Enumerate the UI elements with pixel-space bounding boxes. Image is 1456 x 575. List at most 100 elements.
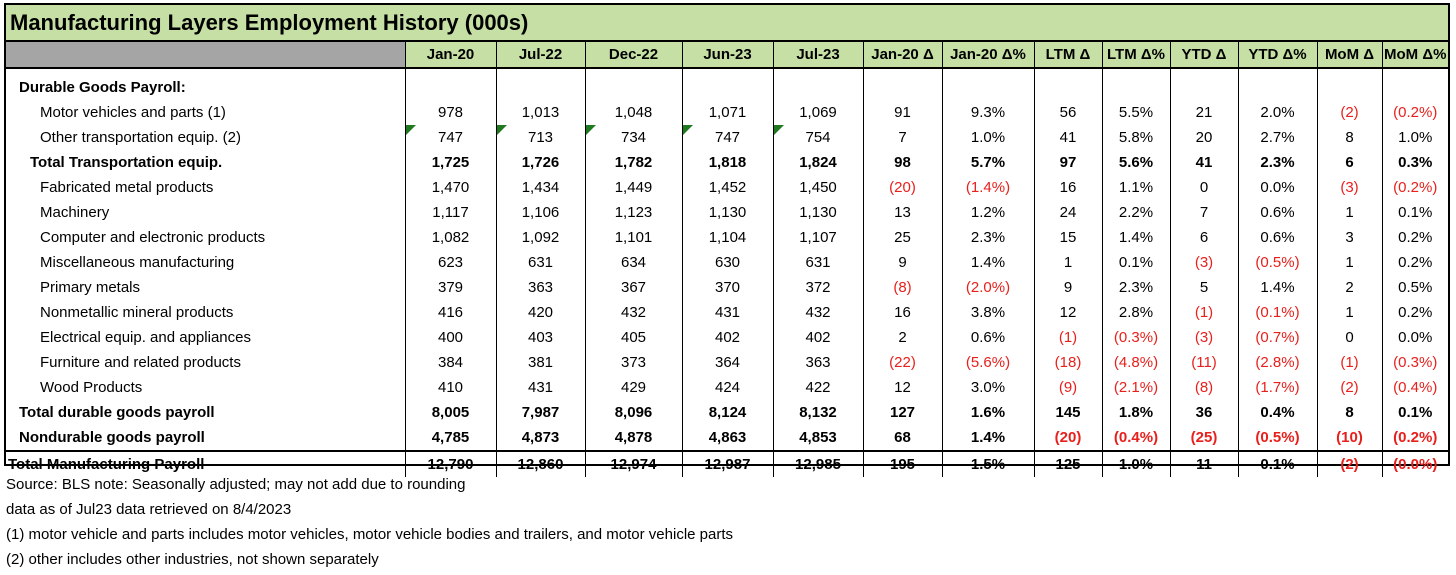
table-cell: 1,092 [495,225,585,250]
cell-value: 91 [894,104,911,121]
cell-value: 127 [889,404,916,421]
table-cell: 431 [681,300,773,325]
table-cell: 1 [1316,300,1382,325]
cell-value: 3 [1345,229,1354,246]
cell-value: 4,785 [431,429,470,446]
table-cell: 372 [772,275,863,300]
cell-value: 1.2% [970,204,1006,221]
cell-value: (1) [1340,354,1359,371]
table-cell: (0.2%) [1381,175,1448,200]
table-cell: 400 [404,325,496,350]
cell-value: 8,005 [431,404,470,421]
cell-value: 1,470 [431,179,470,196]
table-cell: 3.8% [941,300,1034,325]
cell-value: 0.5% [1398,279,1433,296]
cell-value: 379 [437,279,464,296]
cell-value: (2) [1340,104,1359,121]
row-label: Other transportation equip. (2) [40,129,241,146]
table-cell: 1 [1316,200,1382,225]
table-cell: 13 [862,200,942,225]
table-cell: (18) [1033,350,1102,375]
cell-value: (5.6%) [965,354,1011,371]
cell-value: 56 [1059,104,1077,121]
cell-value: 1.4% [970,429,1006,446]
cell-value: (0.5%) [1255,254,1300,271]
cell-value: 1,782 [614,154,653,171]
cell-value: 1.5% [970,456,1006,473]
table-cell: 1.1% [1101,175,1170,200]
cell-value: 145 [1055,404,1081,421]
cell-value: 0.2% [1398,229,1433,246]
table-cell: (2.1%) [1101,375,1170,400]
cell-value: (18) [1054,354,1082,371]
table-cell: 98 [862,150,942,175]
cell-value: 0.4% [1260,404,1295,421]
col-header-jul-23: Jul-23 [772,42,863,69]
error-indicator-icon [773,125,784,135]
table-cell: 4,853 [772,425,863,451]
cell-value: 747 [437,129,464,146]
cell-value: 20 [1195,129,1213,146]
table-row: Fabricated metal products 1,470 1,434 1,449… [6,175,1448,200]
cell-value: 1 [1345,254,1354,271]
cell-value: 9 [898,254,907,271]
row-label: Wood Products [40,379,143,396]
cell-value: 1,130 [708,204,747,221]
cell-value: 0.1% [1118,254,1154,271]
table-cell: 2.0% [1237,100,1317,125]
cell-value: 0.3% [1398,154,1433,171]
cell-value: 4,873 [521,429,560,446]
cell-value: 1,130 [799,204,837,221]
cell-value: 1,082 [431,229,470,246]
table-cell: 1,782 [584,150,682,175]
table-cell: 0 [1169,175,1238,200]
table-cell: 424 [681,375,773,400]
cell-value: 422 [805,379,831,396]
table-cell: (1.4%) [941,175,1034,200]
table-cell: 9.3% [941,100,1034,125]
table-cell: 0 [1316,325,1382,350]
cell-value: 1,117 [432,204,469,221]
table-cell: 634 [584,250,682,275]
cell-value: 1.8% [1118,404,1154,421]
cell-value: 734 [620,129,647,146]
table-cell: 0.2% [1381,300,1448,325]
cell-value: (0.0%) [1393,456,1438,473]
table-cell: 364 [681,350,773,375]
table-cell: 747 [404,125,496,150]
cell-value: 8 [1345,129,1354,146]
table-cell: 367 [584,275,682,300]
table-row: Electrical equip. and appliances 400 403 40… [6,325,1448,350]
table-cell: 2.3% [1101,275,1170,300]
table-cell: 12,974 [584,450,682,477]
table-cell: 0.0% [1237,175,1317,200]
table-cell: 12 [862,375,942,400]
table-cell: 1,726 [495,150,585,175]
col-header-jul-22: Jul-22 [495,42,585,69]
cell-value: 373 [620,354,647,371]
row-label: Miscellaneous manufacturing [40,254,235,271]
table-cell: 2 [1316,275,1382,300]
cell-value: 402 [714,329,741,346]
table-cell: (20) [1033,425,1102,451]
table-cell: 3 [1316,225,1382,250]
table-cell: 1,130 [681,200,773,225]
table-cell: 5 [1169,275,1238,300]
table-cell: 403 [495,325,585,350]
table-row: Nonmetallic mineral products 416 420 432 431… [6,300,1448,325]
cell-value: (0.2%) [1393,179,1438,196]
table-cell: (9) [1033,375,1102,400]
cell-value: 0.1% [1398,404,1433,421]
table-cell: 3.0% [941,375,1034,400]
table-cell: 1,824 [772,150,863,175]
table-cell: 1.8% [1101,400,1170,425]
cell-value: 364 [714,354,741,371]
cell-value: 1,818 [708,154,747,171]
table-cell: 1.0% [1101,450,1170,477]
table-cell: 68 [862,425,942,451]
table-cell: 1,434 [495,175,585,200]
table-cell: 8 [1316,400,1382,425]
cell-value: (2.0%) [965,279,1011,296]
cell-value: (3) [1194,329,1214,346]
cell-value: 420 [527,304,554,321]
